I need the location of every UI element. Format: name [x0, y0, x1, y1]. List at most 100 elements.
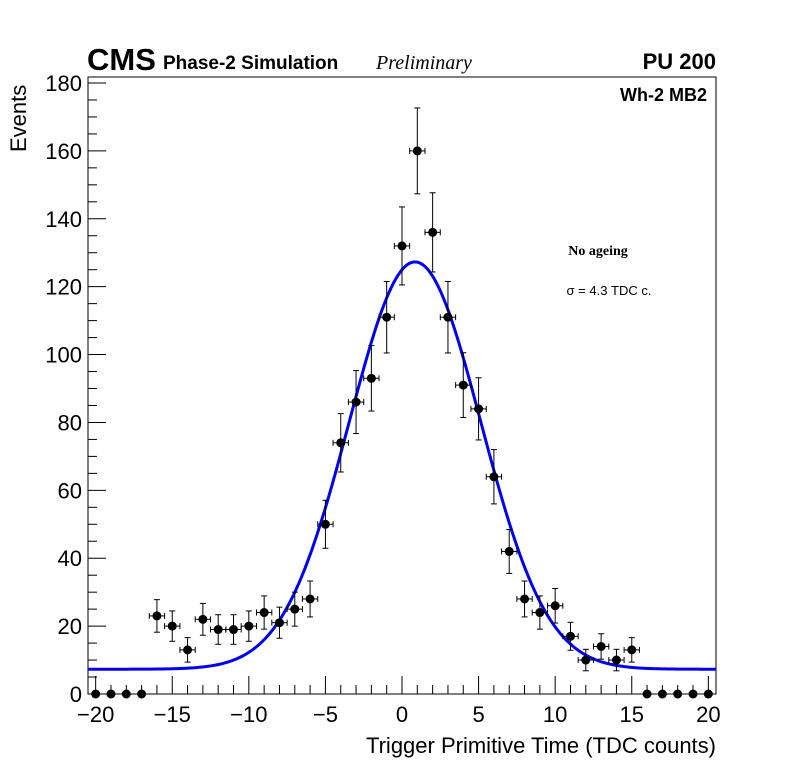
- data-marker: [581, 655, 591, 665]
- data-marker: [290, 604, 300, 614]
- y-tick-label: 20: [58, 614, 82, 639]
- data-point: [547, 587, 564, 624]
- data-point: [210, 614, 227, 645]
- data-point: [439, 280, 457, 354]
- data-marker: [366, 373, 376, 383]
- data-marker: [428, 227, 438, 237]
- data-marker: [106, 689, 116, 699]
- data-point: [179, 637, 196, 663]
- data-marker: [489, 472, 499, 482]
- x-tick-label: 5: [472, 702, 484, 727]
- data-point: [332, 413, 349, 473]
- x-axis-label: Trigger Primitive Time (TDC counts): [366, 733, 716, 758]
- data-point: [485, 449, 503, 505]
- x-tick-label: −15: [154, 702, 191, 727]
- data-marker: [336, 438, 346, 448]
- data-marker: [259, 608, 269, 618]
- data-point: [347, 370, 365, 435]
- data-point: [164, 610, 181, 642]
- phase2-simulation-label: Phase-2 Simulation: [163, 53, 338, 74]
- data-point: [286, 591, 303, 627]
- y-axis-label: Events: [6, 85, 31, 152]
- data-point: [623, 637, 640, 663]
- data-point: [455, 352, 472, 418]
- data-marker: [397, 241, 407, 251]
- data-marker: [244, 621, 254, 631]
- data-marker: [91, 689, 101, 699]
- data-marker: [152, 611, 162, 621]
- condition-label: No ageing: [568, 244, 628, 259]
- data-marker: [611, 655, 621, 665]
- y-tick-label: 140: [45, 207, 82, 232]
- data-point: [255, 595, 273, 630]
- y-tick-label: 60: [58, 478, 82, 503]
- data-marker: [642, 689, 652, 699]
- data-point: [393, 206, 411, 286]
- axis-ticks: [88, 82, 709, 695]
- data-marker: [627, 645, 637, 655]
- data-point: [700, 689, 716, 699]
- data-marker: [121, 689, 131, 699]
- x-tick-label: 0: [396, 702, 408, 727]
- y-tick-label: 100: [45, 343, 82, 368]
- data-point: [133, 689, 150, 699]
- region-label: Wh-2 MB2: [620, 85, 707, 105]
- data-marker: [550, 601, 560, 611]
- data-point: [225, 614, 242, 645]
- data-point: [103, 689, 119, 699]
- y-tick-label: 0: [70, 682, 82, 707]
- data-point: [470, 377, 487, 441]
- data-point: [592, 633, 610, 660]
- data-point: [654, 689, 671, 699]
- data-marker: [688, 689, 698, 699]
- fit-curve: [88, 260, 716, 671]
- fit-curve-layer: [88, 260, 716, 671]
- data-marker: [167, 621, 177, 631]
- data-point: [639, 689, 655, 699]
- y-tick-label: 40: [58, 546, 82, 571]
- data-point: [317, 499, 334, 549]
- x-tick-label: −10: [230, 702, 267, 727]
- y-tick-label: 80: [58, 410, 82, 435]
- data-point: [531, 595, 549, 630]
- data-marker: [213, 625, 223, 635]
- data-point: [409, 107, 426, 195]
- data-point: [608, 648, 625, 672]
- data-point: [424, 192, 441, 273]
- data-point: [577, 648, 594, 672]
- data-point: [685, 689, 701, 699]
- data-marker: [137, 689, 147, 699]
- x-tick-label: 10: [543, 702, 567, 727]
- data-point: [562, 621, 579, 651]
- y-tick-label: 180: [45, 71, 82, 96]
- data-point: [501, 528, 518, 574]
- data-point: [516, 580, 533, 618]
- data-marker: [183, 645, 193, 655]
- data-marker: [565, 631, 575, 641]
- plot-frame: [87, 76, 717, 695]
- data-marker: [596, 641, 606, 651]
- data-marker: [520, 594, 530, 604]
- data-points-layer: [88, 107, 716, 699]
- resolution-label: σ = 4.3 TDC c.: [567, 283, 652, 298]
- data-point: [301, 580, 319, 618]
- x-tick-label: 15: [620, 702, 644, 727]
- data-point: [670, 689, 686, 699]
- y-tick-label: 160: [45, 139, 82, 164]
- data-marker: [673, 689, 683, 699]
- x-tick-label: −5: [313, 702, 338, 727]
- data-marker: [305, 594, 315, 604]
- data-marker: [198, 614, 208, 624]
- data-marker: [657, 689, 667, 699]
- data-marker: [458, 380, 468, 390]
- data-marker: [504, 546, 514, 556]
- data-point: [271, 606, 288, 639]
- pileup-label: PU 200: [643, 49, 716, 74]
- data-marker: [229, 625, 239, 635]
- data-point: [240, 610, 257, 642]
- data-marker: [474, 404, 484, 414]
- preliminary-label: Preliminary: [375, 52, 472, 74]
- data-point: [148, 599, 166, 633]
- data-point: [88, 689, 104, 699]
